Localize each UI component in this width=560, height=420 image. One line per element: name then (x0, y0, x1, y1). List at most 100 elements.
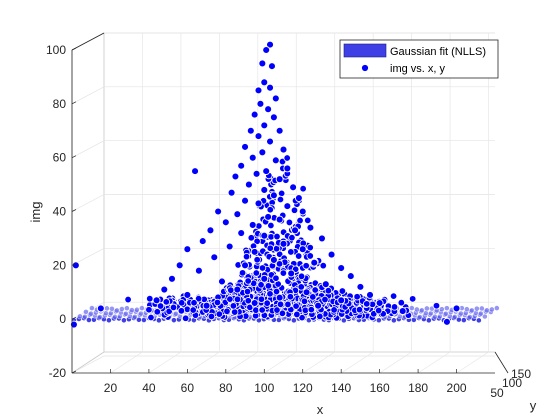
z-tick-label: 0 (59, 312, 66, 326)
cloud-point (273, 232, 281, 241)
cloud-point (275, 260, 284, 268)
data-point (279, 239, 288, 248)
cloud-point (294, 252, 303, 260)
data-point (225, 242, 234, 251)
cloud-point (243, 287, 252, 296)
data-point (264, 212, 273, 221)
data-point (233, 285, 242, 294)
cloud-point (363, 300, 371, 308)
cloud-point (338, 287, 347, 295)
z-tick-label: -20 (49, 366, 67, 380)
z-tick-mark (71, 370, 77, 374)
cloud-point (266, 244, 274, 252)
data-point (152, 296, 161, 305)
cloud-point (324, 287, 333, 295)
surface-point (123, 310, 129, 317)
fit-surface (71, 154, 500, 324)
cloud-point (432, 302, 441, 310)
surface-point (109, 305, 115, 312)
data-point (452, 304, 461, 313)
cloud-point (293, 310, 301, 319)
surface-point (121, 317, 127, 324)
data-point (183, 245, 192, 254)
surface-point (478, 305, 485, 312)
cloud-point (286, 293, 295, 301)
data-point (237, 229, 246, 237)
data-point (266, 137, 274, 146)
cloud-point (226, 295, 234, 303)
surface-point (132, 314, 138, 320)
legend-label-fit: Gaussian fit (NLLS) (390, 46, 486, 58)
data-point (298, 245, 307, 254)
y-tick-label: 50 (490, 386, 504, 400)
cloud-point (258, 264, 267, 272)
data-point (262, 46, 271, 54)
cloud-point (257, 281, 265, 289)
cloud-point (177, 307, 186, 315)
surface-point (425, 317, 432, 324)
data-point (248, 153, 257, 162)
data-point (283, 164, 292, 173)
cloud-point (287, 248, 295, 256)
cloud-point (177, 299, 186, 307)
data-point (237, 161, 246, 170)
surface-point (141, 317, 147, 323)
surface-point (463, 306, 470, 313)
cloud-point (306, 252, 314, 260)
surface-point (408, 305, 415, 311)
data-point (269, 191, 278, 200)
surface-point (106, 317, 112, 324)
cloud-point (297, 272, 306, 281)
cloud-point (258, 306, 266, 314)
cloud-point (213, 298, 222, 307)
cloud-point (301, 306, 310, 315)
surface-point (442, 310, 449, 317)
cloud-point (306, 243, 314, 252)
surface-point (97, 314, 103, 320)
cloud-point (227, 286, 235, 294)
right-depth-edge (494, 351, 509, 374)
data-point (264, 105, 273, 114)
data-point (252, 169, 261, 178)
surface-point (290, 317, 297, 324)
x-tick-label: 100 (254, 381, 274, 395)
data-point (279, 145, 288, 154)
data-point (168, 274, 176, 283)
data-point (248, 221, 257, 229)
cloud-point (276, 195, 285, 204)
data-point (194, 266, 203, 275)
data-point (227, 188, 236, 197)
data-point (268, 62, 276, 71)
cloud-point (244, 277, 252, 285)
cloud-point (292, 302, 300, 310)
cloud-point (390, 303, 399, 311)
cloud-point (252, 306, 260, 314)
data-point (266, 40, 274, 49)
scatter-points (69, 40, 461, 329)
data-point (260, 231, 269, 240)
data-point (346, 272, 355, 281)
z-tick-label: 40 (53, 205, 67, 219)
cloud-point (279, 269, 288, 277)
data-point (275, 126, 284, 135)
surface-point (443, 305, 450, 312)
data-point (298, 207, 307, 216)
data-point (337, 264, 346, 272)
x-grid-depth (379, 351, 412, 374)
data-point (202, 301, 211, 310)
data-point (250, 299, 259, 307)
cloud-point (272, 274, 280, 282)
data-point (246, 126, 255, 135)
cloud-point (169, 303, 178, 312)
data-point (275, 175, 284, 184)
cloud-point (311, 286, 319, 294)
surface-point (124, 305, 130, 312)
data-point (254, 199, 263, 208)
surface-point (134, 306, 140, 313)
data-point (256, 99, 265, 108)
cloud-point (190, 299, 198, 307)
surface-point (483, 307, 490, 314)
surface-point (418, 307, 425, 314)
data-point (218, 277, 226, 286)
